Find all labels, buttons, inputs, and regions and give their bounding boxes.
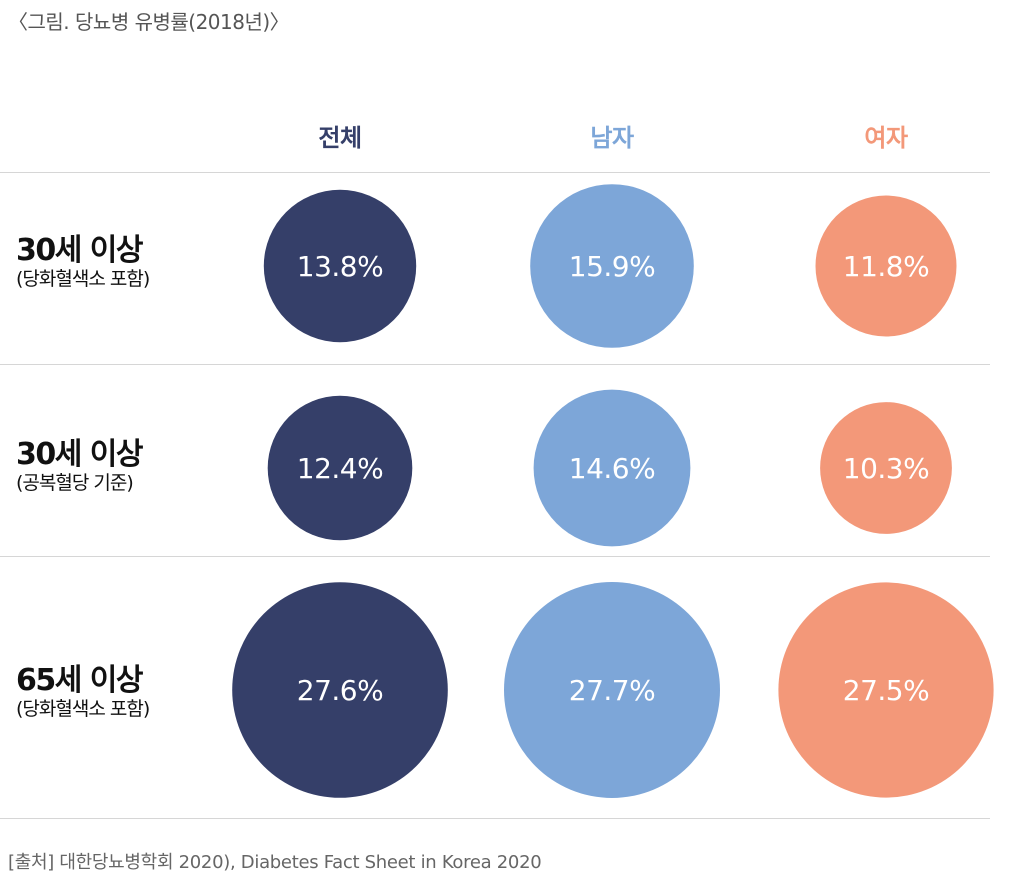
bubble-female-row-1	[815, 195, 957, 337]
row-label-sub: (당화혈색소 포함)	[16, 268, 150, 290]
bubble-male-row-2	[533, 389, 691, 547]
column-header-male: 남자	[590, 124, 634, 152]
divider-line	[0, 818, 990, 819]
data-label-total-row-2: 12.4%	[297, 452, 383, 485]
bubble-total-row-3	[232, 582, 448, 798]
data-label-female-row-3: 27.5%	[843, 674, 929, 707]
source-note: [출처] 대한당뇨병학회 2020), Diabetes Fact Sheet …	[8, 852, 542, 873]
column-header-female: 여자	[864, 124, 908, 152]
bubble-total-row-1	[263, 189, 417, 343]
row-label-sub: (공복혈당 기준)	[16, 472, 134, 494]
bubble-male-row-3	[504, 582, 720, 798]
data-label-female-row-2: 10.3%	[843, 452, 929, 485]
data-label-female-row-1: 11.8%	[843, 250, 929, 283]
divider-line	[0, 556, 990, 557]
data-label-total-row-3: 27.6%	[297, 674, 383, 707]
bubble-male-row-1	[530, 184, 694, 348]
bubble-total-row-2	[267, 395, 413, 541]
bubble-female-row-2	[820, 402, 952, 534]
data-label-total-row-1: 13.8%	[297, 250, 383, 283]
row-label-sub: (당화혈색소 포함)	[16, 698, 150, 720]
row-label-3: 65세 이상 (당화혈색소 포함)	[16, 663, 150, 721]
row-label-2: 30세 이상 (공복혈당 기준)	[16, 437, 144, 495]
bubble-female-row-3	[778, 582, 994, 798]
figure-title: 〈그림. 당뇨병 유병률(2018년)〉	[8, 10, 290, 34]
row-label-main: 30세 이상	[16, 437, 144, 472]
data-label-male-row-2: 14.6%	[569, 452, 655, 485]
data-label-male-row-3: 27.7%	[569, 674, 655, 707]
data-label-male-row-1: 15.9%	[569, 250, 655, 283]
row-label-1: 30세 이상 (당화혈색소 포함)	[16, 233, 150, 291]
row-label-main: 65세 이상	[16, 663, 144, 698]
divider-line	[0, 172, 990, 173]
row-label-main: 30세 이상	[16, 233, 144, 268]
column-header-total: 전체	[318, 124, 362, 152]
divider-line	[0, 364, 990, 365]
